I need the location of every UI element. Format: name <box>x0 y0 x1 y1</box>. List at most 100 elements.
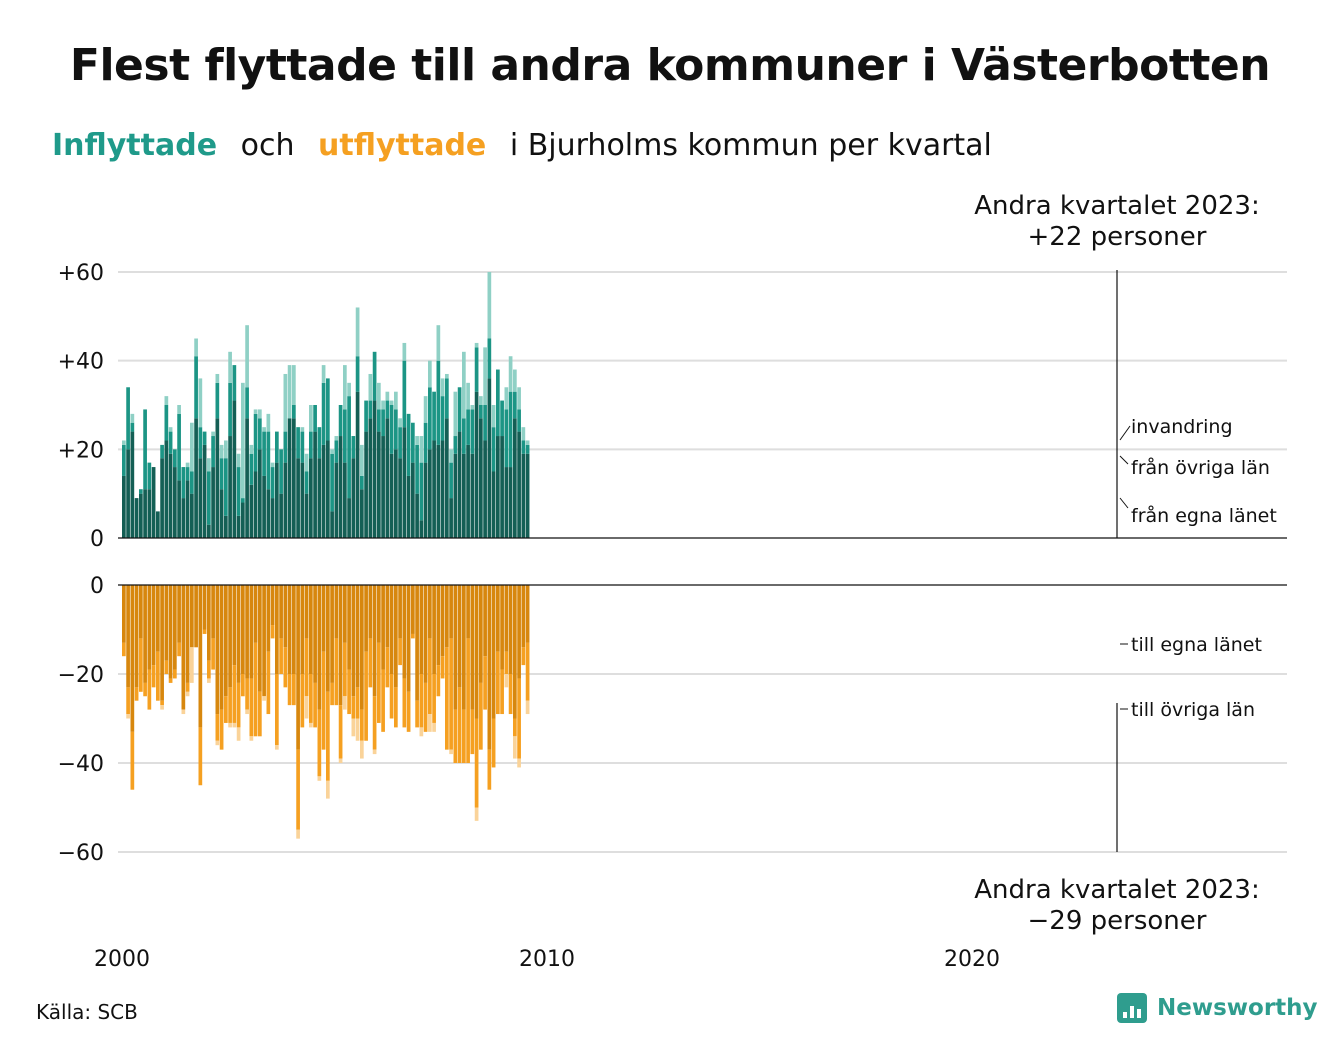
bar-out-1 <box>232 665 237 723</box>
x-tick-label: 2000 <box>94 947 150 972</box>
bar-in-2 <box>215 373 220 383</box>
bar-out-0 <box>126 585 130 688</box>
bar-in-0 <box>483 440 487 538</box>
label-leader <box>1119 497 1129 509</box>
bar-in-2 <box>466 382 470 410</box>
bar-out-1 <box>377 642 381 723</box>
bar-in-0 <box>134 498 139 538</box>
bar-in-2 <box>224 440 228 459</box>
bar-in-2 <box>419 436 424 463</box>
bar-out-0 <box>351 585 356 697</box>
bar-out-1 <box>491 718 496 768</box>
axes: +60 +40 +20 0 0 −20 −40 −60 2000 2010 2020 <box>58 261 1287 972</box>
bar-in-0 <box>224 515 228 538</box>
bar-out-1 <box>309 674 313 723</box>
bar-out-2 <box>525 700 530 715</box>
y-tick-label: +60 <box>58 261 104 286</box>
bar-in-2 <box>168 427 173 432</box>
bar-out-0 <box>483 585 487 657</box>
bar-out-2 <box>296 829 300 839</box>
bar-in-1 <box>428 387 432 450</box>
bar-in-1 <box>440 396 445 441</box>
bar-in-0 <box>207 524 211 538</box>
series-label: invandring <box>1131 416 1233 438</box>
bar-in-0 <box>258 449 262 538</box>
bar-in-0 <box>330 511 334 538</box>
bar-in-1 <box>483 405 487 441</box>
bar-out-0 <box>292 585 296 674</box>
bar-in-0 <box>321 444 326 538</box>
bar-out-1 <box>122 642 126 657</box>
bar-in-0 <box>462 453 466 538</box>
bar-in-1 <box>198 427 203 459</box>
bar-in-2 <box>453 391 458 437</box>
bar-out-0 <box>151 585 156 666</box>
bar-in-0 <box>181 498 186 538</box>
bar-in-1 <box>275 431 279 463</box>
bar-out-1 <box>457 687 462 763</box>
bar-in-0 <box>228 436 232 538</box>
bar-in-0 <box>253 471 258 538</box>
bar-out-1 <box>385 647 390 688</box>
bar-in-1 <box>211 436 215 468</box>
bar-in-2 <box>258 409 262 419</box>
bar-out-2 <box>372 749 377 755</box>
bar-in-2 <box>483 347 487 405</box>
bar-in-0 <box>122 475 126 538</box>
bar-in-0 <box>211 467 215 538</box>
bar-in-1 <box>487 338 492 379</box>
bar-in-0 <box>219 489 224 538</box>
bar-in-0 <box>372 400 377 538</box>
bar-in-1 <box>253 413 258 472</box>
bar-in-1 <box>321 382 326 445</box>
bar-in-0 <box>457 431 462 538</box>
bar-in-0 <box>419 520 424 538</box>
subtitle-och: och <box>240 128 295 163</box>
bar-in-2 <box>236 453 241 468</box>
bar-in-1 <box>423 422 428 463</box>
bar-in-2 <box>415 436 419 445</box>
bar-in-1 <box>202 431 207 445</box>
bar-in-1 <box>385 400 390 419</box>
bar-in-0 <box>334 462 339 538</box>
bar-out-0 <box>143 585 147 683</box>
bar-in-2 <box>445 373 449 379</box>
bar-out-0 <box>134 585 139 688</box>
bar-out-0 <box>355 585 360 688</box>
bar-in-2 <box>283 373 288 432</box>
bar-in-0 <box>491 471 496 538</box>
bar-out-1 <box>224 696 228 723</box>
bar-in-0 <box>249 484 254 538</box>
bar-out-2 <box>419 727 424 737</box>
bar-out-0 <box>122 585 126 643</box>
bar-in-1 <box>415 444 419 494</box>
bar-out-1 <box>474 718 479 808</box>
bar-out-1 <box>173 669 177 679</box>
bar-out-0 <box>266 585 271 652</box>
bar-out-0 <box>496 585 500 652</box>
bar-in-1 <box>122 444 126 476</box>
bar-out-2 <box>215 740 220 746</box>
bar-out-0 <box>309 585 313 674</box>
bar-in-0 <box>517 431 521 538</box>
bar-out-1 <box>211 638 215 670</box>
bar-out-1 <box>343 642 347 697</box>
bar-in-2 <box>513 369 517 392</box>
bar-out-1 <box>219 709 224 750</box>
bar-in-1 <box>173 449 177 468</box>
bar-in-1 <box>143 409 147 490</box>
bar-out-2 <box>245 709 249 715</box>
bar-in-1 <box>381 409 385 437</box>
bar-in-2 <box>479 396 483 405</box>
bar-in-0 <box>470 453 475 538</box>
bar-in-1 <box>394 409 398 450</box>
bar-in-1 <box>177 413 181 481</box>
bar-out-2 <box>355 718 360 741</box>
bar-in-0 <box>504 467 509 538</box>
newsworthy-logo: Newsworthy <box>1117 993 1318 1023</box>
bar-in-2 <box>381 400 385 410</box>
bar-in-2 <box>428 360 432 388</box>
bar-out-1 <box>525 642 530 701</box>
bar-out-1 <box>241 674 245 697</box>
